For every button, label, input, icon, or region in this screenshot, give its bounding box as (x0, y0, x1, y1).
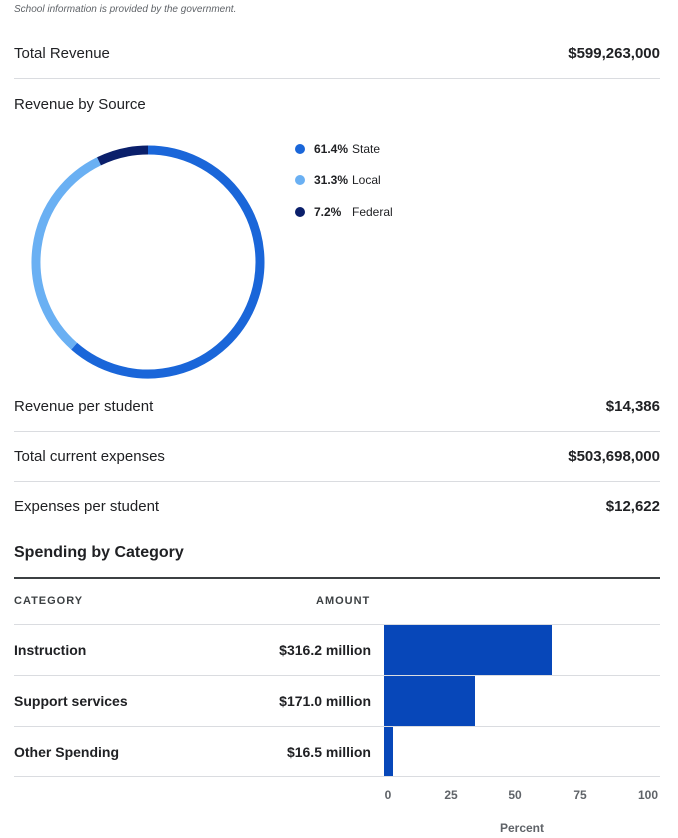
legend-label-state: State (352, 141, 381, 156)
donut-slice-state (71, 145, 265, 379)
revenue-per-student-label: Revenue per student (14, 397, 154, 415)
legend-dot-local (295, 175, 305, 186)
legend-label-federal: Federal (352, 204, 393, 219)
legend-item-local: 31.3% Local (295, 165, 393, 197)
total-revenue-label: Total Revenue (14, 44, 110, 62)
table-row-support-services: Support services $171.0 million (14, 675, 660, 726)
total-expenses-row: Total current expenses $503,698,000 (14, 431, 660, 482)
total-expenses-label: Total current expenses (14, 447, 165, 465)
column-header-category: CATEGORY (14, 595, 84, 607)
legend-dot-state (295, 143, 305, 154)
data-source-note: School information is provided by the go… (14, 4, 237, 15)
column-header-amount: AMOUNT (316, 595, 371, 607)
row-category: Instruction (14, 642, 87, 658)
table-bottom-border (14, 776, 660, 777)
legend-dot-federal (295, 206, 305, 217)
heading-divider (14, 577, 660, 579)
expenses-per-student-row: Expenses per student $12,622 (14, 481, 660, 531)
donut-slice-local (31, 157, 101, 350)
row-amount: $316.2 million (279, 642, 371, 658)
legend-label-local: Local (352, 173, 381, 188)
legend-pct-state: 61.4% (314, 141, 349, 156)
row-amount: $16.5 million (286, 744, 371, 760)
spending-heading: Spending by Category (14, 544, 184, 561)
total-revenue-row: Total Revenue $599,263,000 (14, 28, 660, 79)
total-expenses-value: $503,698,000 (568, 447, 660, 465)
revenue-per-student-row: Revenue per student $14,386 (14, 381, 660, 432)
row-category: Support services (14, 693, 128, 709)
legend-pct-federal: 7.2% (314, 204, 342, 219)
legend-item-state: 61.4% State (295, 133, 393, 165)
bar-other-spending (384, 727, 393, 777)
x-tick-25: 25 (444, 788, 458, 802)
x-tick-100: 100 (637, 788, 659, 802)
revenue-legend: 61.4% State 31.3% Local 7.2% Federal (295, 133, 393, 228)
revenue-per-student-value: $14,386 (605, 397, 660, 415)
x-tick-75: 75 (573, 788, 587, 802)
x-tick-0: 0 (384, 788, 392, 802)
expenses-per-student-label: Expenses per student (14, 497, 160, 515)
bar-support-services (384, 676, 476, 726)
table-row-other-spending: Other Spending $16.5 million (14, 726, 660, 777)
bar-instruction (384, 625, 553, 675)
donut-slice-federal (97, 145, 149, 166)
x-axis-label: Percent (499, 821, 545, 835)
legend-pct-local: 31.3% (314, 173, 349, 188)
legend-item-federal: 7.2% Federal (295, 196, 393, 228)
revenue-by-source-label: Revenue by Source (14, 96, 146, 113)
total-revenue-value: $599,263,000 (568, 44, 660, 62)
expenses-per-student-value: $12,622 (605, 497, 660, 515)
row-amount: $171.0 million (279, 693, 371, 709)
table-row-instruction: Instruction $316.2 million (14, 624, 660, 675)
revenue-donut-chart (31, 145, 265, 379)
x-tick-50: 50 (508, 788, 522, 802)
row-category: Other Spending (14, 744, 119, 760)
